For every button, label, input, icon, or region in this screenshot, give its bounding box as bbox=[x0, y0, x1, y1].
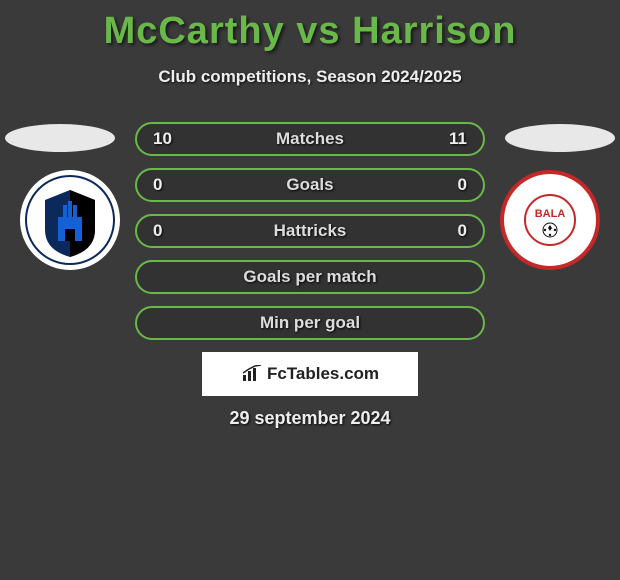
svg-text:BALA: BALA bbox=[535, 208, 566, 220]
bala-town-crest-icon: BALA bbox=[508, 178, 592, 262]
stat-right-value: 0 bbox=[458, 175, 467, 195]
stat-label: Hattricks bbox=[274, 221, 347, 241]
stat-row-matches: 10 Matches 11 bbox=[135, 122, 485, 156]
stat-row-goals: 0 Goals 0 bbox=[135, 168, 485, 202]
player1-name: McCarthy bbox=[104, 10, 285, 52]
date-text: 29 september 2024 bbox=[0, 408, 620, 429]
subtitle: Club competitions, Season 2024/2025 bbox=[0, 67, 620, 87]
stat-left-value: 0 bbox=[153, 221, 162, 241]
club-badge-right: BALA bbox=[500, 170, 600, 270]
stat-left-value: 10 bbox=[153, 129, 172, 149]
stat-right-value: 0 bbox=[458, 221, 467, 241]
page-title: McCarthy vs Harrison bbox=[0, 0, 620, 53]
vs-text: vs bbox=[296, 10, 340, 52]
stat-label: Goals per match bbox=[243, 267, 376, 287]
brand-box[interactable]: FcTables.com bbox=[202, 352, 418, 396]
country-slot-left bbox=[5, 124, 115, 152]
stat-label: Matches bbox=[276, 129, 344, 149]
stat-right-value: 11 bbox=[449, 129, 467, 149]
club-badge-left bbox=[20, 170, 120, 270]
stats-container: 10 Matches 11 0 Goals 0 0 Hattricks 0 Go… bbox=[135, 122, 485, 352]
stat-row-goals-per-match: Goals per match bbox=[135, 260, 485, 294]
stat-row-min-per-goal: Min per goal bbox=[135, 306, 485, 340]
bar-chart-icon bbox=[241, 365, 263, 383]
haverfordwest-crest-icon bbox=[25, 175, 115, 265]
stat-left-value: 0 bbox=[153, 175, 162, 195]
brand-text: FcTables.com bbox=[267, 364, 379, 384]
stat-label: Min per goal bbox=[260, 313, 360, 333]
stat-row-hattricks: 0 Hattricks 0 bbox=[135, 214, 485, 248]
stat-label: Goals bbox=[286, 175, 333, 195]
player2-name: Harrison bbox=[352, 10, 516, 52]
country-slot-right bbox=[505, 124, 615, 152]
